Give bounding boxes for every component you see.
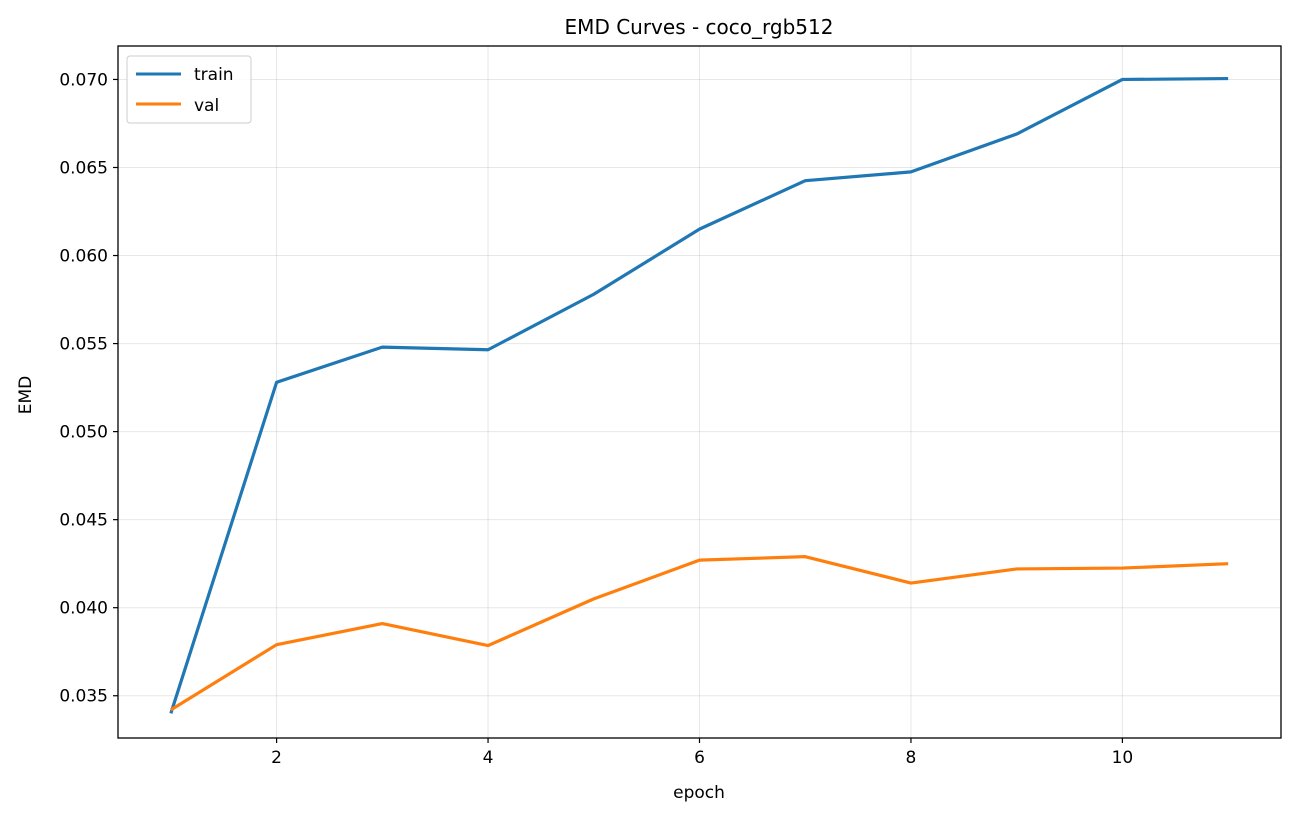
legend-label-train: train: [194, 65, 234, 85]
legend-label-val: val: [194, 96, 219, 116]
y-tick-label: 0.055: [59, 335, 108, 355]
y-tick-label: 0.045: [59, 511, 108, 531]
y-tick-label: 0.040: [59, 599, 108, 619]
grid: [118, 46, 1281, 738]
series-line-train: [169, 76, 1229, 714]
x-tick-label: 2: [271, 748, 282, 768]
x-tick-label: 8: [906, 748, 917, 768]
x-axis-ticks: 2 4 6 8 10: [271, 738, 1133, 768]
series-lines: [169, 76, 1229, 714]
x-tick-label: 4: [483, 748, 494, 768]
y-tick-label: 0.050: [59, 423, 108, 443]
chart-title: EMD Curves - coco_rgb512: [565, 15, 834, 39]
y-tick-label: 0.035: [59, 687, 108, 707]
x-tick-label: 6: [694, 748, 705, 768]
y-axis-ticks: 0.035 0.040 0.045 0.050 0.055 0.060 0.065 0.070: [59, 70, 118, 707]
legend: train val: [126, 55, 252, 124]
series-line-val: [170, 555, 1229, 712]
y-tick-label: 0.060: [59, 247, 108, 267]
x-axis-label: epoch: [673, 783, 725, 803]
y-axis-label: EMD: [16, 376, 36, 415]
y-tick-label: 0.070: [59, 70, 108, 90]
y-tick-label: 0.065: [59, 158, 108, 178]
x-tick-label: 10: [1112, 748, 1134, 768]
